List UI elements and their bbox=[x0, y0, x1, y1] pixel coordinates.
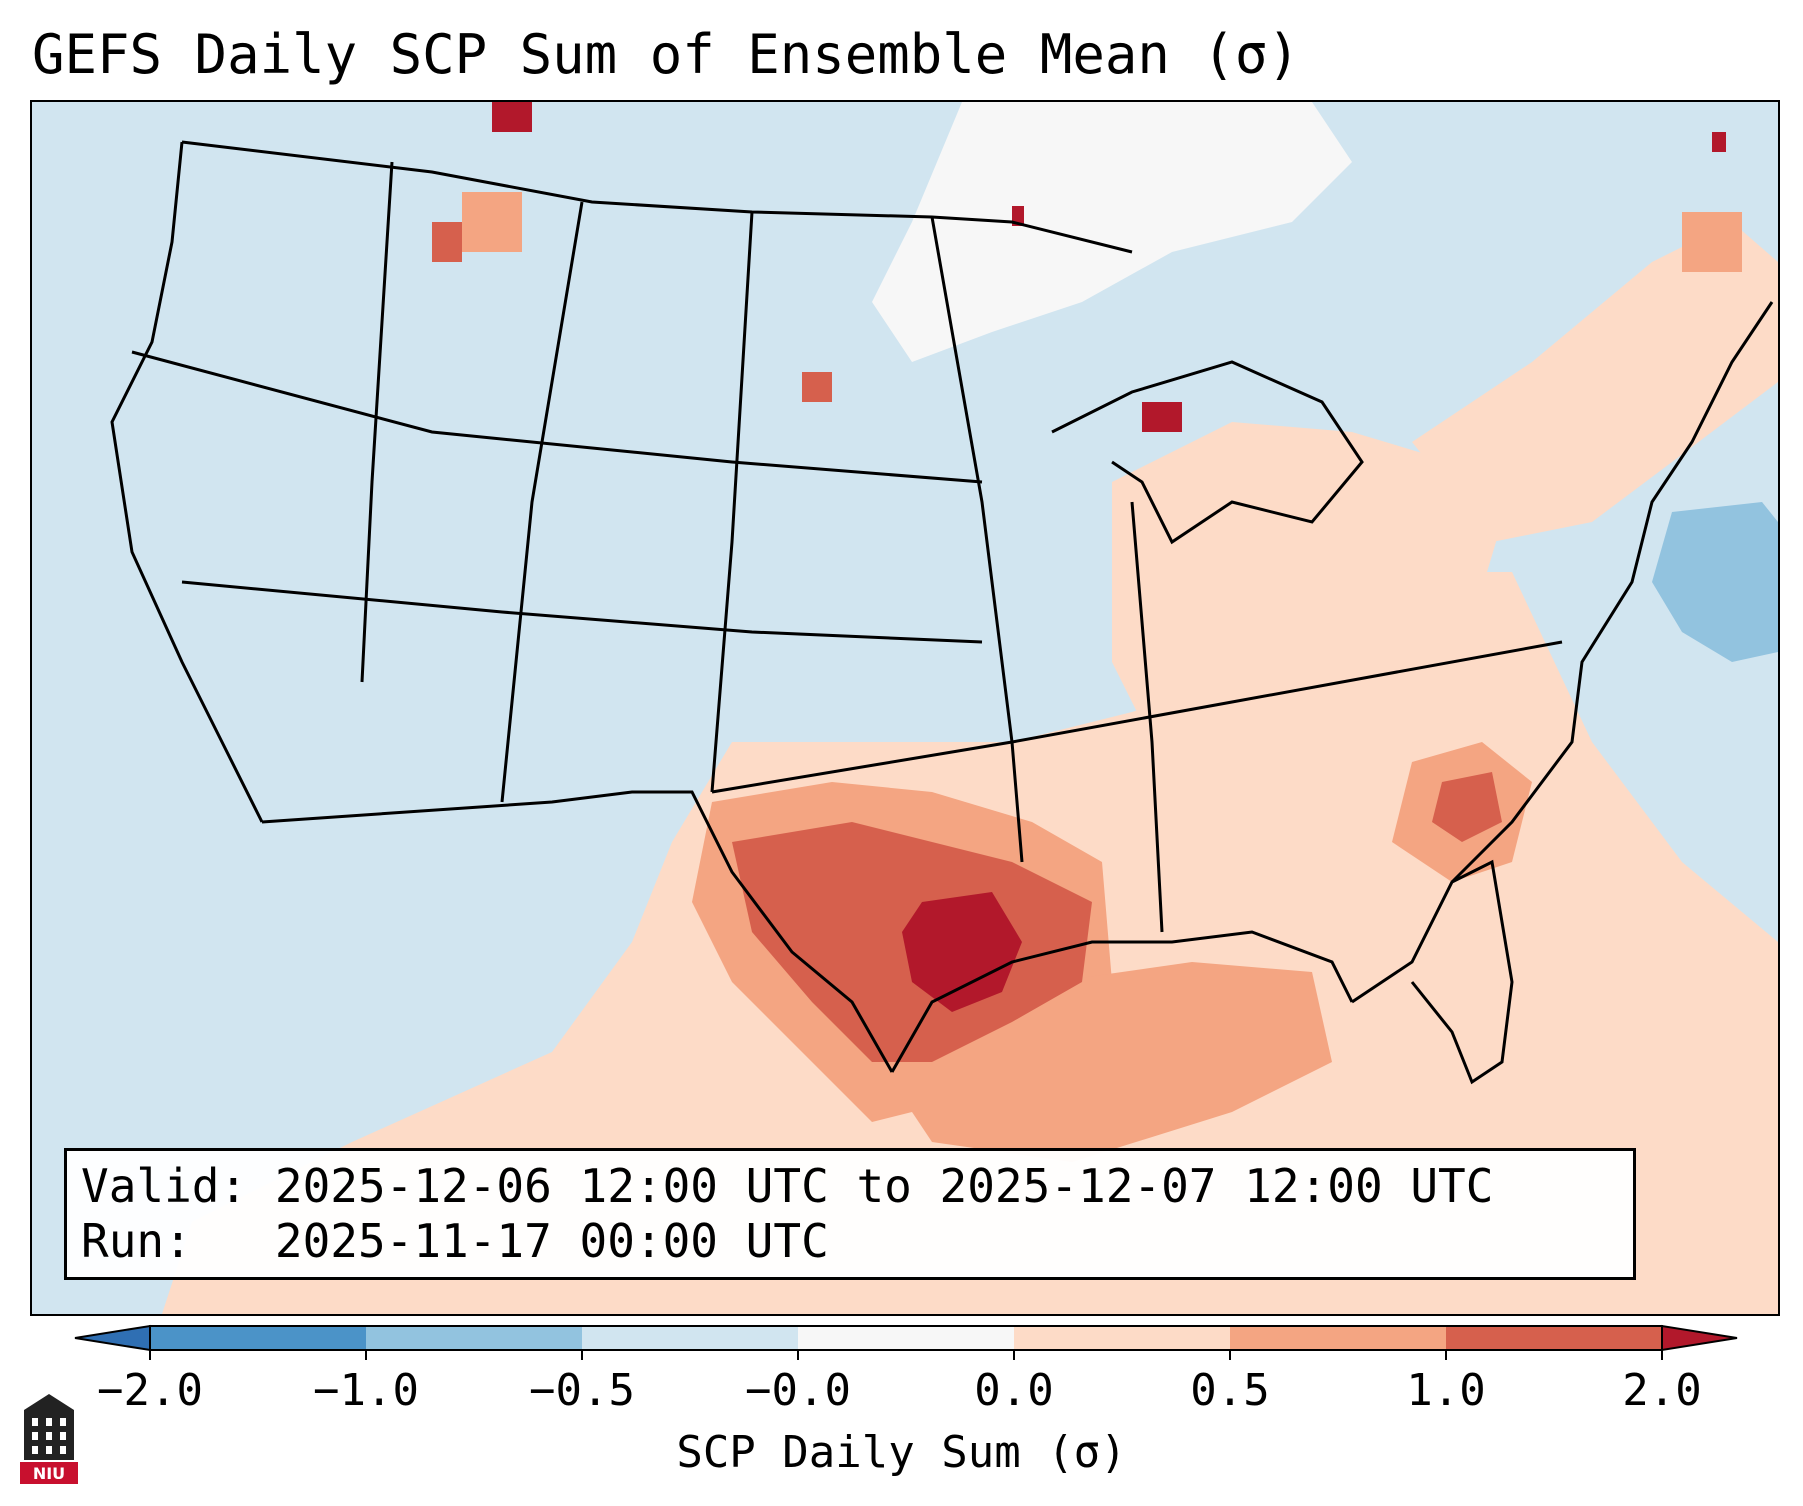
colorbar-bin bbox=[1230, 1326, 1447, 1350]
florida-peninsula bbox=[1351, 859, 1514, 1085]
colorbar bbox=[74, 1324, 1738, 1360]
niu-logo: NIU bbox=[20, 1394, 78, 1484]
colorbar-label: SCP Daily Sum (σ) bbox=[676, 1427, 1127, 1478]
anomaly-cell bbox=[432, 222, 462, 262]
state-line-north-south-4 bbox=[930, 216, 1024, 863]
great-lakes-shore bbox=[1051, 360, 1364, 545]
colorbar-extend-low bbox=[74, 1324, 151, 1352]
validity-info-box: Valid: 2025-12-06 12:00 UTC to 2025-12-0… bbox=[64, 1148, 1636, 1280]
tick-label: 2.0 bbox=[1622, 1365, 1702, 1416]
colorbar-bin bbox=[798, 1326, 1015, 1350]
gulf-coast bbox=[890, 930, 1354, 1073]
map-canvas bbox=[32, 102, 1778, 1314]
colorbar-bin bbox=[1014, 1326, 1231, 1350]
east-coast bbox=[1450, 301, 1774, 884]
valid-time: 2025-12-06 12:00 UTC to 2025-12-07 12:00… bbox=[274, 1159, 1494, 1213]
carolinas-strong-region bbox=[1432, 772, 1502, 842]
tick-label: −1.0 bbox=[313, 1365, 419, 1416]
northeast-positive-region bbox=[1412, 222, 1778, 542]
canada-neutral-region bbox=[872, 102, 1352, 362]
great-lakes-positive-region bbox=[1112, 422, 1502, 742]
state-line-north-south-3 bbox=[710, 211, 754, 793]
run-time: 2025-11-17 00:00 UTC bbox=[274, 1214, 829, 1268]
colorbar-bin bbox=[150, 1326, 367, 1350]
state-line-east-west-1 bbox=[131, 350, 983, 484]
anomaly-cell bbox=[492, 102, 532, 132]
state-line-north-south-2 bbox=[500, 201, 584, 803]
tick-label: 0.5 bbox=[1190, 1365, 1270, 1416]
tick-label: 0.0 bbox=[974, 1365, 1054, 1416]
atlantic-negative-region bbox=[1652, 502, 1778, 662]
tick-label: 1.0 bbox=[1406, 1365, 1486, 1416]
map-title: GEFS Daily SCP Sum of Ensemble Mean (σ) bbox=[32, 23, 1300, 86]
colorbar-bin bbox=[582, 1326, 799, 1350]
west-coast bbox=[110, 141, 264, 823]
anomaly-cell bbox=[1712, 132, 1726, 152]
anomaly-cell bbox=[1142, 402, 1182, 432]
east-texas-peak-region bbox=[902, 892, 1022, 1012]
colorbar-bin bbox=[1446, 1326, 1663, 1350]
anomaly-cell bbox=[1012, 206, 1024, 226]
state-line-north-south-1 bbox=[360, 161, 394, 683]
map-panel bbox=[30, 100, 1780, 1316]
tick-label: −0.5 bbox=[529, 1365, 635, 1416]
state-line-north-south-5 bbox=[1130, 501, 1164, 933]
niu-logo-text: NIU bbox=[33, 1464, 65, 1483]
state-line-east-west-2 bbox=[181, 580, 983, 644]
anomaly-cell bbox=[462, 192, 522, 252]
political-boundaries bbox=[110, 140, 1774, 1085]
colorbar-outline bbox=[149, 1325, 1663, 1351]
us-mexico-border bbox=[261, 790, 894, 1073]
run-label: Run: bbox=[81, 1214, 192, 1268]
tick-label: −2.0 bbox=[97, 1365, 203, 1416]
valid-label: Valid: bbox=[81, 1159, 248, 1213]
anomaly-cell bbox=[1682, 212, 1742, 272]
anomaly-cell bbox=[802, 372, 832, 402]
tick-label: −0.0 bbox=[745, 1365, 851, 1416]
colorbar-bin bbox=[366, 1326, 583, 1350]
colorbar-extend-high bbox=[1661, 1324, 1738, 1352]
state-line-east-west-3 bbox=[711, 640, 1563, 794]
